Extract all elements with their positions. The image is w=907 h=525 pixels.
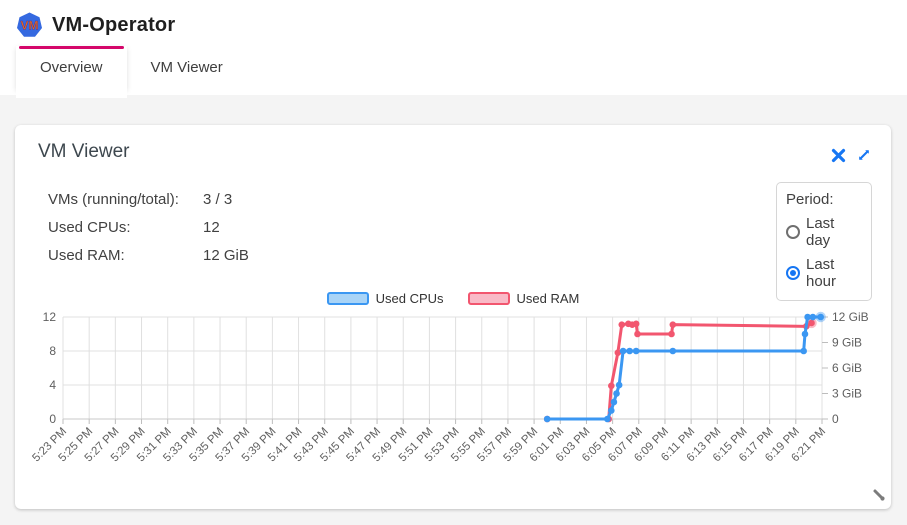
data-point-marker bbox=[634, 330, 641, 338]
legend-label: Used RAM bbox=[516, 291, 580, 306]
period-options: Last day Last hour bbox=[786, 215, 862, 290]
stats-list: VMs (running/total): 3 / 3 Used CPUs: 12 Use… bbox=[48, 185, 249, 269]
legend-label: Used CPUs bbox=[375, 291, 444, 306]
stat-value: 3 / 3 bbox=[203, 190, 233, 208]
widget-expand-button[interactable] bbox=[854, 145, 874, 165]
data-point-marker bbox=[668, 330, 675, 338]
active-tab-indicator bbox=[19, 46, 124, 49]
right-axis-tick-label: 6 GiB bbox=[832, 361, 862, 375]
data-point-marker bbox=[608, 407, 615, 414]
data-point-marker bbox=[808, 319, 815, 327]
radio-unselected-icon bbox=[786, 225, 800, 239]
period-group: Period: Last day Last hour bbox=[776, 182, 872, 301]
data-point-marker bbox=[801, 330, 809, 338]
tab-bar: Overview VM Viewer bbox=[16, 46, 907, 98]
data-point-marker bbox=[615, 381, 623, 389]
expand-icon bbox=[859, 150, 869, 160]
tab-vm-viewer[interactable]: VM Viewer bbox=[127, 46, 247, 89]
chart-legend: Used CPUs Used RAM bbox=[15, 291, 891, 306]
right-axis-tick-label: 0 bbox=[832, 412, 839, 426]
radio-last-day[interactable]: Last day bbox=[786, 215, 862, 249]
widget-close-button[interactable] bbox=[829, 145, 848, 165]
brand: VM VM-Operator bbox=[0, 0, 907, 40]
app-title: VM-Operator bbox=[52, 14, 176, 36]
stat-row: Used RAM: 12 GiB bbox=[48, 241, 249, 269]
usage-chart-svg: 5:23 PM5:25 PM5:27 PM5:29 PM5:31 PM5:33 … bbox=[30, 310, 869, 464]
vm-operator-logo-icon: VM bbox=[17, 12, 42, 37]
stat-row: VMs (running/total): 3 / 3 bbox=[48, 185, 249, 213]
right-axis-tick-label: 12 GiB bbox=[832, 310, 869, 324]
used-cpus-series bbox=[543, 311, 826, 423]
radio-label: Last hour bbox=[806, 256, 837, 290]
data-point-marker bbox=[626, 347, 633, 355]
legend-swatch-icon bbox=[326, 292, 369, 305]
vm-viewer-card: VM Viewer VMs (running/total): 3 / 3 Used … bbox=[15, 125, 891, 509]
used-ram-series bbox=[543, 317, 817, 423]
data-point-marker bbox=[618, 321, 626, 328]
right-axis-tick-label: 9 GiB bbox=[832, 336, 862, 350]
data-point-marker bbox=[632, 320, 640, 328]
data-point-marker bbox=[610, 398, 618, 406]
stat-label: Used CPUs: bbox=[48, 218, 131, 236]
usage-chart: 5:23 PM 5:25 PM 5:27 PM 5:29 PM 5:31 PM 5:33 … bbox=[15, 308, 891, 508]
tab-label: Overview bbox=[40, 59, 103, 76]
data-point-marker bbox=[614, 349, 622, 356]
tab-label: VM Viewer bbox=[150, 59, 223, 76]
legend-swatch-icon bbox=[467, 292, 510, 305]
radio-last-hour[interactable]: Last hour bbox=[786, 256, 862, 290]
stat-label: VMs (running/total): bbox=[48, 190, 179, 208]
svg-text:VM: VM bbox=[21, 19, 39, 33]
card-title: VM Viewer bbox=[38, 141, 130, 162]
close-icon bbox=[831, 148, 846, 162]
radio-selected-icon bbox=[786, 266, 800, 280]
resize-handle-icon[interactable] bbox=[872, 488, 886, 502]
data-point-marker bbox=[669, 347, 677, 355]
data-point-marker bbox=[604, 415, 611, 423]
period-label: Period: bbox=[786, 191, 834, 208]
tab-overview[interactable]: Overview bbox=[16, 46, 127, 98]
data-point-marker bbox=[800, 347, 807, 355]
chart-grid bbox=[62, 316, 828, 424]
data-point-marker bbox=[613, 390, 620, 397]
legend-item-used-ram[interactable]: Used RAM bbox=[467, 291, 580, 306]
data-point-marker bbox=[543, 415, 551, 423]
left-axis-tick-label: 12 bbox=[43, 310, 57, 324]
card-header: VM Viewer bbox=[15, 125, 891, 165]
data-point-marker bbox=[817, 313, 824, 321]
stat-row: Used CPUs: 12 bbox=[48, 213, 249, 241]
stat-label: Used RAM: bbox=[48, 246, 125, 264]
left-axis-tick-label: 8 bbox=[49, 344, 56, 358]
radio-label: Last day bbox=[806, 215, 835, 249]
stat-value: 12 bbox=[203, 218, 220, 236]
data-point-marker bbox=[608, 382, 615, 390]
data-point-marker bbox=[804, 313, 811, 321]
legend-item-used-cpus[interactable]: Used CPUs bbox=[326, 291, 444, 306]
left-axis-tick-label: 4 bbox=[49, 378, 56, 392]
data-point-marker bbox=[809, 313, 817, 321]
widget-buttons bbox=[829, 145, 874, 165]
data-point-marker bbox=[619, 347, 627, 355]
data-point-marker bbox=[632, 347, 640, 355]
stat-value: 12 GiB bbox=[203, 246, 249, 264]
right-axis-tick-label: 3 GiB bbox=[832, 387, 862, 401]
app-header: VM VM-Operator Overview VM Viewer bbox=[0, 0, 907, 98]
left-axis-tick-label: 0 bbox=[49, 412, 56, 426]
data-point-marker bbox=[669, 321, 677, 328]
